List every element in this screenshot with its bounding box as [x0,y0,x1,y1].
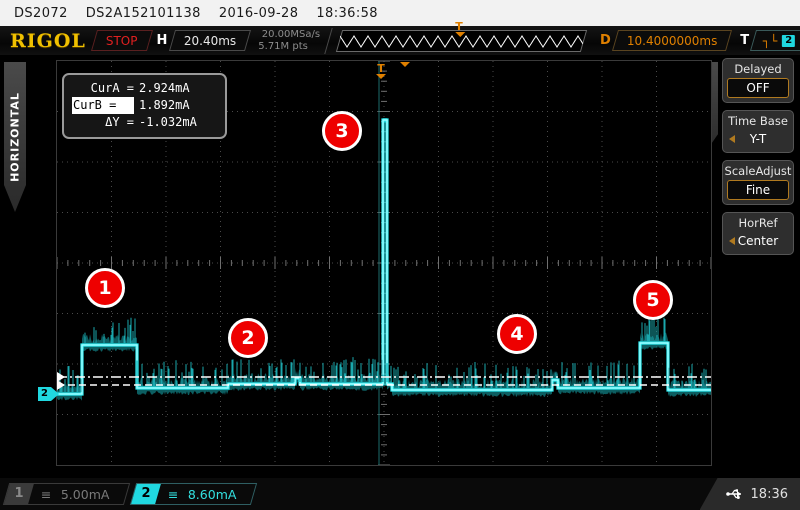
usb-icon [725,489,741,499]
waveform-minimap[interactable]: T [335,20,588,52]
channel-1-scale: 5.00mA [61,486,111,502]
left-arrow-icon [729,237,735,245]
horizontal-side-tab-label: HORIZONTAL [8,92,22,182]
channel2-ground-marker[interactable]: 2 [38,387,59,401]
menu-item-scaleadjust-value: Fine [727,180,789,200]
channel2-ground-label: 2 [38,387,51,401]
cursor-delta-label: ΔY = [105,115,134,129]
system-clock: 18:36 [750,486,788,502]
annotation-marker-3: 3 [322,111,362,151]
rising-edge-icon: ┐└ [763,33,778,48]
trigger-time-marker: T [376,63,386,79]
channel-2-tab[interactable]: 2 ≡ 8.60mA [129,483,258,505]
sample-info: 20.00MSa/s 5.71M pts [247,27,333,54]
delay-button[interactable]: 10.4000000ms [611,30,733,51]
delay-label: D [599,33,611,48]
cursor-row: CurA = 2.924mA [72,80,215,97]
trigger-position-arrow-icon [400,62,410,67]
timebase-button[interactable]: 20.40ms [169,30,252,51]
cursor-row: CurB = 1.892mA [72,97,215,114]
sample-rate-value: 20.00MSa/s [261,28,320,40]
menu-item-delayed-title: Delayed [734,62,782,76]
menu-item-scaleadjust[interactable]: ScaleAdjust Fine [722,160,794,205]
delay-value: 10.4000000ms [626,33,718,48]
run-state-button[interactable]: STOP [90,30,153,51]
trigger-button[interactable]: ┐└ 2 25.2mA [750,30,800,51]
menu-item-horref[interactable]: HorRef Center [722,212,794,255]
status-bar: 1 ≡ 5.00mA 2 ≡ 8.60mA 18:3 [0,478,800,510]
device-serial: DS2A152101138 [85,5,201,21]
graticule-and-trace [57,61,711,465]
scope-toolbar: RIGOL STOP H 20.40ms 20.00MSa/s 5.71M pt… [0,20,800,56]
run-state-label: STOP [105,33,138,48]
rigol-logo: RIGOL [10,29,86,52]
cursor-readout-box: CurA = 2.924mA CurB = 1.892mA ΔY = -1.03… [62,73,227,139]
capture-date: 2016-09-28 [218,5,299,21]
channel-1-tab[interactable]: 1 ≡ 5.00mA [2,483,131,505]
left-arrow-icon [729,135,735,143]
trigger-label: T [740,33,750,48]
annotation-marker-5: 5 [633,280,673,320]
system-tray: 18:36 [699,478,800,510]
menu-item-timebase-value: Y-T [727,130,789,148]
timebase-value: 20.40ms [184,33,237,48]
memory-depth-value: 5.71M pts [257,40,308,52]
menu-item-delayed[interactable]: Delayed OFF [722,58,794,103]
menu-item-horref-title: HorRef [738,216,778,230]
menu-item-scaleadjust-title: ScaleAdjust [724,164,792,178]
time-menu-panel: Delayed OFF Time Base Y-T ScaleAdjust Fi… [718,58,800,262]
title-bar: DS2072 DS2A152101138 2016-09-28 18:36:58 [0,0,800,26]
trigger-time-arrow-icon [376,74,386,79]
horizontal-side-tab: HORIZONTAL [4,62,26,212]
capture-time: 18:36:58 [316,5,378,21]
menu-item-horref-value: Center [727,232,789,250]
menu-item-delayed-value: OFF [727,78,789,98]
channel-1-number: 1 [4,484,34,504]
dc-coupling-icon: ≡ [41,486,52,502]
horizontal-label: H [156,33,168,48]
channel2-ground-arrow-icon [50,387,59,401]
minimap-trace [339,34,583,48]
annotation-marker-2: 2 [228,318,268,358]
trigger-position-marker [400,62,410,67]
channel-2-scale: 8.60mA [188,486,238,502]
cursor-delta-value: -1.032mA [139,115,197,129]
annotation-marker-1: 1 [85,268,125,308]
menu-item-timebase-title: Time Base [728,114,788,128]
menu-item-timebase[interactable]: Time Base Y-T [722,110,794,153]
cursor-b-value: 1.892mA [139,98,190,112]
channel-2-number: 2 [131,484,161,504]
cursor-b-label: CurB = [72,97,134,114]
cursor-a-label: CurA = [90,81,134,95]
cursor-a-value: 2.924mA [139,81,190,95]
dc-coupling-icon: ≡ [168,486,179,502]
annotation-marker-4: 4 [497,314,537,354]
cursor-row: ΔY = -1.032mA [72,114,215,131]
trigger-source-badge: 2 [782,34,796,47]
device-model: DS2072 [14,5,68,21]
